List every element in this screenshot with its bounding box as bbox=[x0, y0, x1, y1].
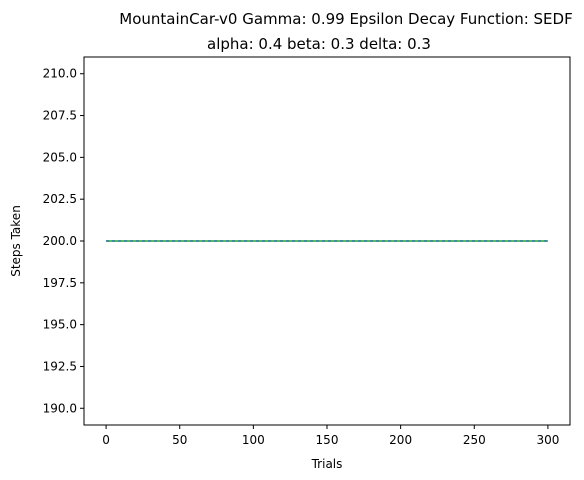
y-axis: 190.0 192.5 195.0 197.5 200.0 202.5 205.0 207.5… bbox=[43, 67, 84, 415]
x-tick-label: 50 bbox=[172, 433, 187, 447]
x-tick-label: 0 bbox=[102, 433, 110, 447]
x-axis: 0 50 100 150 200 250 300 bbox=[102, 425, 559, 447]
y-tick-label: 197.5 bbox=[43, 276, 77, 290]
y-tick-label: 200.0 bbox=[43, 234, 77, 248]
y-tick-label: 205.0 bbox=[43, 150, 77, 164]
y-tick-label: 207.5 bbox=[43, 109, 77, 123]
y-axis-label: Steps Taken bbox=[9, 205, 23, 277]
y-tick-label: 195.0 bbox=[43, 318, 77, 332]
y-tick-label: 190.0 bbox=[43, 401, 77, 415]
x-tick-label: 150 bbox=[316, 433, 339, 447]
chart-title: MountainCar-v0 Gamma: 0.99 Epsilon Decay… bbox=[119, 10, 572, 28]
y-tick-label: 192.5 bbox=[43, 359, 77, 373]
x-tick-label: 100 bbox=[242, 433, 265, 447]
x-axis-label: Trials bbox=[311, 457, 343, 471]
chart-subtitle: alpha: 0.4 beta: 0.3 delta: 0.3 bbox=[207, 35, 431, 53]
x-tick-label: 250 bbox=[463, 433, 486, 447]
y-tick-label: 210.0 bbox=[43, 67, 77, 81]
plot-frame bbox=[83, 56, 571, 426]
y-tick-label: 202.5 bbox=[43, 192, 77, 206]
x-tick-label: 200 bbox=[389, 433, 412, 447]
x-tick-label: 300 bbox=[536, 433, 559, 447]
